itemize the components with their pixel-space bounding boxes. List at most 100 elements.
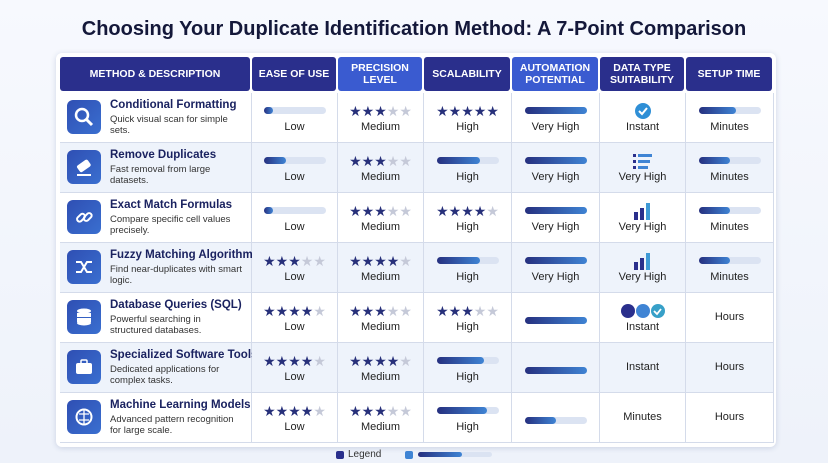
- cell-label: Instant: [625, 121, 660, 133]
- suitability-icon-part: [634, 103, 651, 119]
- method-icon-part: [82, 212, 93, 222]
- column-header: METHOD & DESCRIPTION: [60, 57, 250, 91]
- value-cell: Minutes: [686, 243, 774, 293]
- method-icon-part: [76, 261, 92, 273]
- star: ★: [361, 253, 375, 269]
- cell-label: High: [456, 221, 479, 233]
- bar-track: [264, 157, 326, 164]
- bar-track: [699, 107, 761, 114]
- value-cell: ★★★★★ Medium: [338, 193, 424, 243]
- suitability-icon-part: [633, 203, 650, 220]
- value-cell: ★★★★★ High: [424, 193, 512, 243]
- value-cell: Instant: [600, 293, 686, 343]
- star: ★: [263, 353, 276, 369]
- star: ★: [275, 403, 289, 419]
- value-cell: ★★★★★ Medium: [338, 93, 424, 143]
- star: ★: [349, 153, 362, 169]
- value-cell: Hours: [686, 393, 774, 443]
- star-rating: ★★★★★: [252, 254, 337, 268]
- value-cell: High: [424, 343, 512, 393]
- star: ★: [399, 153, 412, 169]
- value-cell: Minutes: [686, 93, 774, 143]
- star: ★: [361, 403, 375, 419]
- cell-label: Low: [284, 421, 305, 433]
- suitability-icon-part: [632, 166, 636, 169]
- bar-fill: [437, 257, 481, 264]
- cell-label: High: [456, 371, 479, 383]
- star: ★: [473, 103, 487, 119]
- bar-fill: [437, 357, 484, 364]
- method-icon-part: [76, 212, 86, 223]
- value-cell: ★★★★★ Low: [252, 293, 338, 343]
- star: ★: [313, 253, 326, 269]
- bar-fill: [699, 257, 730, 264]
- cell-label: High: [456, 321, 479, 333]
- star: ★: [386, 303, 400, 319]
- value-cell: High: [424, 243, 512, 293]
- method-cell: Database Queries (SQL) Powerful searching…: [60, 293, 252, 343]
- star: ★: [374, 203, 387, 219]
- cell-label: Medium: [360, 371, 401, 383]
- star: ★: [300, 403, 314, 419]
- star: ★: [349, 203, 362, 219]
- suitability-icon-part: [634, 103, 651, 119]
- suitability-icon-part: [633, 212, 638, 220]
- suitability-icon-part: [635, 304, 650, 318]
- cell-label: Hours: [714, 411, 745, 423]
- star-rating: ★★★★★: [424, 104, 511, 118]
- suitability-icon-part: [650, 304, 665, 318]
- star: ★: [386, 153, 400, 169]
- bar-fill: [437, 407, 487, 414]
- legend-swatch: [405, 451, 413, 459]
- suitability-icon-part: [645, 253, 650, 270]
- suitability-icon-part: [637, 160, 650, 163]
- value-cell: Very High: [600, 243, 686, 293]
- column-header: DATA TYPE SUITABILITY: [600, 57, 684, 91]
- method-name: Conditional Formatting: [110, 99, 237, 111]
- bar-fill: [525, 257, 587, 264]
- suitability-icon: [600, 302, 685, 320]
- value-cell: Low: [252, 93, 338, 143]
- method-icon: [67, 250, 101, 284]
- bar-track: [699, 157, 761, 164]
- star: ★: [275, 253, 289, 269]
- value-cell: ★★★★★ Medium: [338, 343, 424, 393]
- star: ★: [386, 103, 400, 119]
- star: ★: [436, 203, 449, 219]
- suitability-icon: [600, 102, 685, 120]
- star: ★: [300, 353, 314, 369]
- suitability-icon-part: [639, 258, 644, 270]
- star: ★: [275, 353, 289, 369]
- star: ★: [361, 153, 375, 169]
- cell-label: Minutes: [623, 411, 662, 423]
- value-cell: ★★★★★ Low: [252, 343, 338, 393]
- star-rating: ★★★★★: [338, 154, 423, 168]
- method-icon-part: [76, 359, 92, 374]
- star: ★: [436, 103, 449, 119]
- method-cell: Remove Duplicates Fast removal from large…: [60, 143, 252, 193]
- value-cell: ★★★★★ High: [424, 293, 512, 343]
- bar-fill: [525, 417, 556, 424]
- column-header: SETUP TIME: [686, 57, 772, 91]
- method-icon-part: [80, 359, 88, 365]
- method-description: Advanced pattern recognition for large s…: [110, 414, 234, 436]
- value-cell: [512, 343, 600, 393]
- method-name: Database Queries (SQL): [110, 299, 242, 311]
- legend-bar: [418, 452, 492, 457]
- star: ★: [349, 303, 362, 319]
- star: ★: [399, 203, 412, 219]
- suitability-icon-part: [645, 203, 650, 220]
- bar-track: [437, 357, 499, 364]
- star: ★: [399, 303, 412, 319]
- method-cell: Specialized Software Tools Dedicated appl…: [60, 343, 257, 393]
- value-cell: Instant: [600, 343, 686, 393]
- bar-fill: [525, 107, 587, 114]
- method-icon-part: [74, 107, 90, 123]
- method-icon-part: [75, 408, 93, 426]
- cell-label: Instant: [625, 321, 660, 333]
- star: ★: [349, 353, 362, 369]
- legend-swatch: [336, 451, 344, 459]
- method-icon-part: [77, 313, 91, 317]
- cell-label: Very High: [531, 121, 580, 133]
- star: ★: [399, 353, 412, 369]
